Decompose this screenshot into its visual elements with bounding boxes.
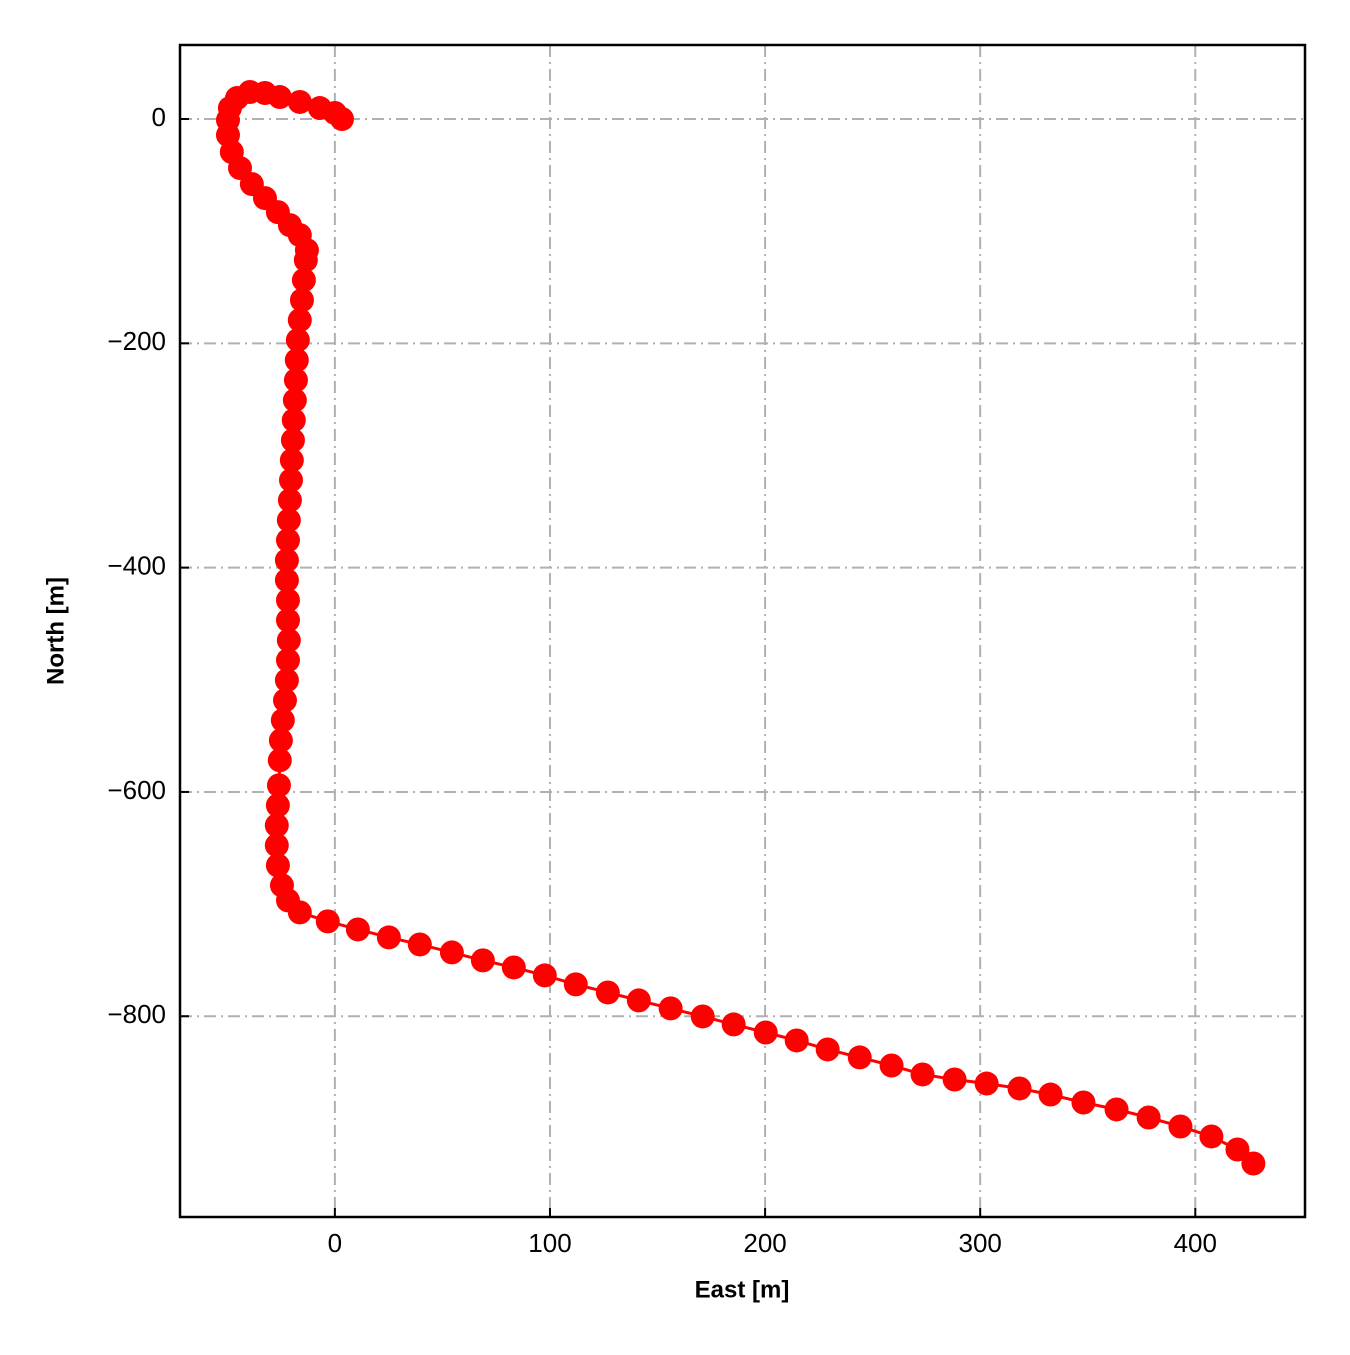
marker <box>407 932 432 957</box>
x-tick-label: 0 <box>328 1228 342 1258</box>
marker <box>595 980 620 1005</box>
marker <box>283 368 308 393</box>
x-tick-label: 300 <box>958 1228 1001 1258</box>
x-tick-label: 200 <box>743 1228 786 1258</box>
x-tick-label: 100 <box>528 1228 571 1258</box>
marker <box>274 668 299 693</box>
marker <box>274 568 299 593</box>
marker <box>815 1037 840 1062</box>
marker <box>265 853 290 878</box>
marker <box>658 996 683 1021</box>
marker <box>266 773 291 798</box>
y-tick-label: −200 <box>107 326 166 356</box>
marker <box>279 448 304 473</box>
y-tick-label: 0 <box>152 102 166 132</box>
marker <box>280 428 305 453</box>
marker <box>275 608 300 633</box>
marker <box>287 89 312 114</box>
marker <box>1104 1097 1129 1122</box>
marker <box>1136 1105 1161 1130</box>
marker <box>276 508 301 533</box>
marker <box>264 813 289 838</box>
marker <box>281 408 306 433</box>
marker <box>690 1004 715 1029</box>
marker <box>626 988 651 1013</box>
x-axis-label: East [m] <box>695 1276 790 1303</box>
marker <box>942 1067 967 1092</box>
y-tick-label: −800 <box>107 999 166 1029</box>
marker <box>275 648 300 673</box>
marker <box>784 1028 809 1053</box>
marker <box>276 628 301 653</box>
marker <box>287 308 312 333</box>
axes-frame <box>178 43 1307 1219</box>
marker <box>278 468 303 493</box>
marker <box>267 748 292 773</box>
marker <box>307 96 332 121</box>
marker <box>277 488 302 513</box>
marker <box>721 1012 746 1037</box>
marker <box>376 925 401 950</box>
marker <box>501 955 526 980</box>
marker <box>974 1071 999 1096</box>
marker <box>847 1045 872 1070</box>
marker <box>289 288 314 313</box>
y-axis-label: North [m] <box>42 577 69 685</box>
marker <box>287 900 312 925</box>
marker <box>285 328 310 353</box>
marker <box>264 833 289 858</box>
marker <box>284 348 309 373</box>
y-tick-label: −600 <box>107 775 166 805</box>
x-tick-label: 400 <box>1174 1228 1217 1258</box>
marker <box>275 588 300 613</box>
marker <box>282 388 307 413</box>
marker <box>1007 1076 1032 1101</box>
marker <box>532 963 557 988</box>
marker <box>291 268 316 293</box>
marker <box>275 528 300 553</box>
marker <box>274 548 299 573</box>
marker <box>270 708 295 733</box>
marker <box>265 793 290 818</box>
marker <box>879 1053 904 1078</box>
marker <box>315 909 340 934</box>
marker <box>1225 1137 1250 1162</box>
marker <box>1241 1151 1266 1176</box>
marker <box>753 1020 778 1045</box>
marker <box>470 948 495 973</box>
trajectory-line <box>226 90 1255 1165</box>
marker <box>293 248 318 273</box>
marker <box>563 972 588 997</box>
marker <box>1038 1082 1063 1107</box>
marker <box>439 940 464 965</box>
marker <box>1168 1114 1193 1139</box>
marker <box>1199 1124 1224 1149</box>
marker <box>1071 1090 1096 1115</box>
y-tick-label: −400 <box>107 551 166 581</box>
marker <box>345 917 370 942</box>
marker <box>268 728 293 753</box>
marker <box>272 688 297 713</box>
marker <box>910 1062 935 1087</box>
